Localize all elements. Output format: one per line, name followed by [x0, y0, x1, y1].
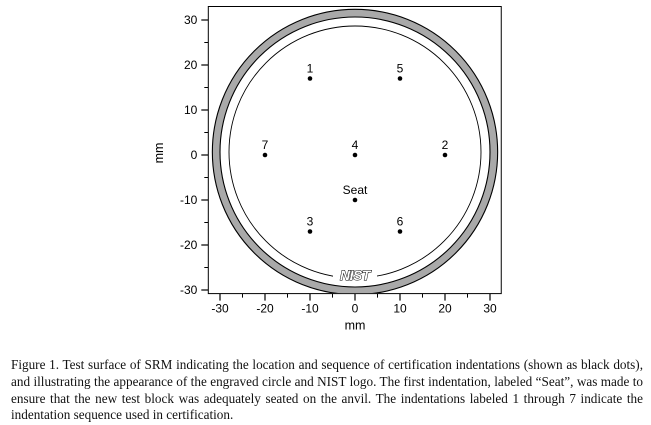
y-tick-label: 0	[191, 148, 198, 162]
indentation-label: 1	[307, 62, 314, 76]
indentation-dot	[442, 152, 448, 158]
y-tick-label: -30	[180, 283, 198, 297]
x-tick-label: -30	[211, 302, 229, 316]
indentation-dot	[397, 76, 403, 81]
x-tick-label: -10	[301, 302, 319, 316]
srm-test-surface-plot: NIST -30 -20 -10 0 10 20 30 -30 -20 -10 0 10 20 30 mm mm…	[152, 6, 502, 333]
figure-caption: Figure 1. Test surface of SRM indicating…	[11, 357, 643, 423]
x-tick-label: -20	[256, 302, 274, 316]
x-tick-label: 30	[483, 302, 497, 316]
engraved-thin-circle	[228, 25, 482, 279]
x-tick-label: 0	[352, 302, 359, 316]
nist-logo: NIST	[340, 267, 372, 283]
indentation-dot	[352, 152, 358, 158]
indentation-label: 6	[397, 215, 404, 229]
y-tick-label: 30	[184, 13, 198, 27]
indentation-dot	[352, 197, 358, 203]
y-tick-label: 20	[184, 58, 198, 72]
engraved-ring-band	[212, 9, 498, 294]
nist-logo-backing	[333, 265, 377, 283]
indentation-label: 3	[307, 215, 314, 229]
engraved-circle-group	[211, 8, 499, 294]
indentation-dot	[397, 229, 403, 234]
indentation-dot	[307, 76, 313, 81]
x-tick-label: 10	[393, 302, 407, 316]
engraved-ring-outer-edge	[211, 8, 499, 294]
engraved-ring-inner-edge	[219, 16, 491, 288]
indentation-label: 5	[397, 62, 404, 76]
indentation-label: 7	[262, 138, 269, 152]
y-tick-label: 10	[184, 103, 198, 117]
y-tick-label: -20	[180, 238, 198, 252]
indentation-label: 2	[442, 138, 449, 152]
y-axis-title: mm	[152, 143, 166, 164]
x-axis-title: mm	[345, 319, 366, 333]
indentation-dot	[307, 229, 313, 234]
indentation-label: Seat	[343, 183, 368, 197]
x-tick-label: 20	[438, 302, 452, 316]
indentation-dot	[262, 152, 268, 158]
y-tick-label: -10	[180, 193, 198, 207]
indentation-label: 4	[352, 138, 359, 152]
